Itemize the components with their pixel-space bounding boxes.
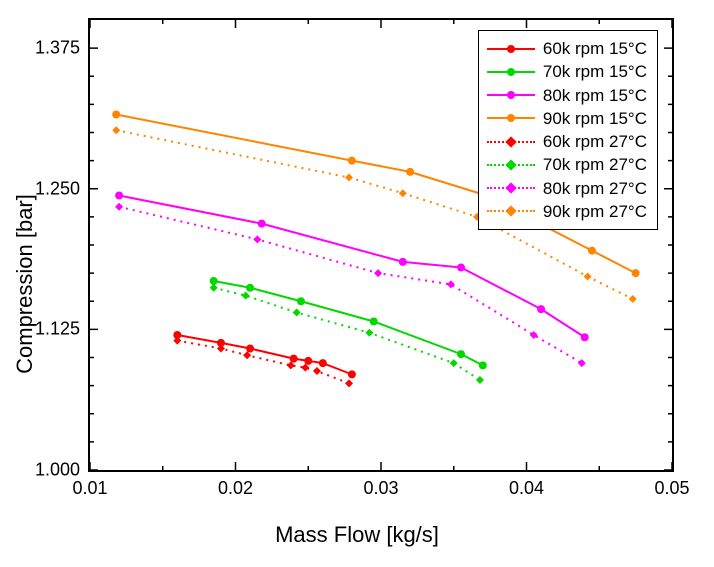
legend-swatch: [487, 135, 535, 149]
xtick-label: 0.01: [72, 478, 107, 499]
xtick-label: 0.04: [509, 478, 544, 499]
xtick-label: 0.03: [363, 478, 398, 499]
legend-label: 60k rpm 27°C: [543, 131, 647, 152]
circle-marker-icon: [507, 91, 515, 99]
circle-marker-icon: [507, 68, 515, 76]
legend-label: 70k rpm 27°C: [543, 154, 647, 175]
legend-swatch: [487, 158, 535, 172]
legend-label: 70k rpm 15°C: [543, 61, 647, 82]
diamond-marker-icon: [505, 136, 516, 147]
legend-row: 80k rpm 27°C: [487, 177, 647, 200]
legend-row: 70k rpm 15°C: [487, 60, 647, 83]
legend-row: 80k rpm 15°C: [487, 84, 647, 107]
diamond-marker-icon: [505, 159, 516, 170]
legend-label: 80k rpm 27°C: [543, 178, 647, 199]
y-axis-label: Compression [bar]: [12, 194, 38, 374]
x-axis-label: Mass Flow [kg/s]: [0, 522, 714, 548]
legend-label: 80k rpm 15°C: [543, 85, 647, 106]
xtick-label: 0.02: [218, 478, 253, 499]
legend-row: 60k rpm 27°C: [487, 130, 647, 153]
legend-row: 90k rpm 27°C: [487, 200, 647, 223]
legend-swatch: [487, 88, 535, 102]
legend-row: 90k rpm 15°C: [487, 107, 647, 130]
legend-swatch: [487, 111, 535, 125]
chart-container: 60k rpm 15°C70k rpm 15°C80k rpm 15°C90k …: [0, 0, 714, 567]
legend-swatch: [487, 181, 535, 195]
circle-marker-icon: [507, 45, 515, 53]
legend-swatch: [487, 65, 535, 79]
legend-row: 70k rpm 27°C: [487, 153, 647, 176]
y-axis-label-wrap: Compression [bar]: [10, 0, 40, 567]
circle-marker-icon: [507, 114, 515, 122]
diamond-marker-icon: [505, 182, 516, 193]
diamond-marker-icon: [505, 206, 516, 217]
plot-area: 60k rpm 15°C70k rpm 15°C80k rpm 15°C90k …: [88, 18, 674, 472]
legend-label: 60k rpm 15°C: [543, 38, 647, 59]
legend-swatch: [487, 204, 535, 218]
xtick-label: 0.05: [654, 478, 689, 499]
legend-label: 90k rpm 27°C: [543, 201, 647, 222]
legend: 60k rpm 15°C70k rpm 15°C80k rpm 15°C90k …: [478, 30, 658, 230]
legend-row: 60k rpm 15°C: [487, 37, 647, 60]
legend-label: 90k rpm 15°C: [543, 108, 647, 129]
legend-swatch: [487, 42, 535, 56]
